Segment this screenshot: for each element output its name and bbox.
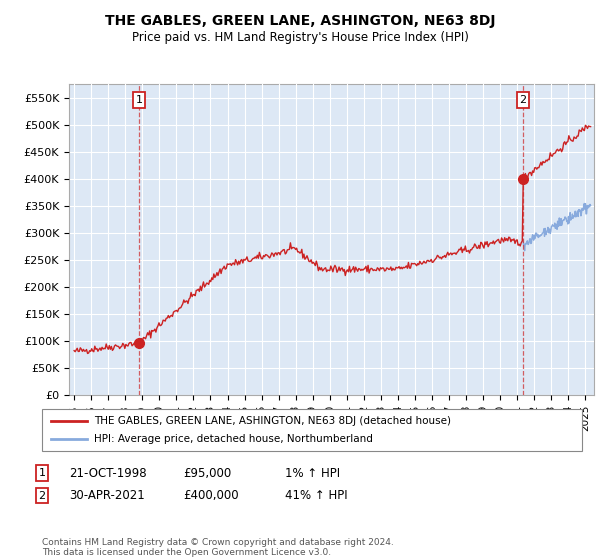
Text: 41% ↑ HPI: 41% ↑ HPI — [285, 489, 347, 502]
Text: 2: 2 — [38, 491, 46, 501]
Text: Contains HM Land Registry data © Crown copyright and database right 2024.
This d: Contains HM Land Registry data © Crown c… — [42, 538, 394, 557]
Text: 1: 1 — [38, 468, 46, 478]
Text: 2: 2 — [520, 95, 526, 105]
Text: £400,000: £400,000 — [183, 489, 239, 502]
Text: Price paid vs. HM Land Registry's House Price Index (HPI): Price paid vs. HM Land Registry's House … — [131, 31, 469, 44]
Text: 1% ↑ HPI: 1% ↑ HPI — [285, 466, 340, 480]
Text: 1: 1 — [136, 95, 142, 105]
Text: HPI: Average price, detached house, Northumberland: HPI: Average price, detached house, Nort… — [94, 434, 373, 444]
Text: 30-APR-2021: 30-APR-2021 — [69, 489, 145, 502]
Text: THE GABLES, GREEN LANE, ASHINGTON, NE63 8DJ: THE GABLES, GREEN LANE, ASHINGTON, NE63 … — [105, 14, 495, 28]
Text: 21-OCT-1998: 21-OCT-1998 — [69, 466, 146, 480]
Text: £95,000: £95,000 — [183, 466, 231, 480]
Text: THE GABLES, GREEN LANE, ASHINGTON, NE63 8DJ (detached house): THE GABLES, GREEN LANE, ASHINGTON, NE63 … — [94, 416, 451, 426]
